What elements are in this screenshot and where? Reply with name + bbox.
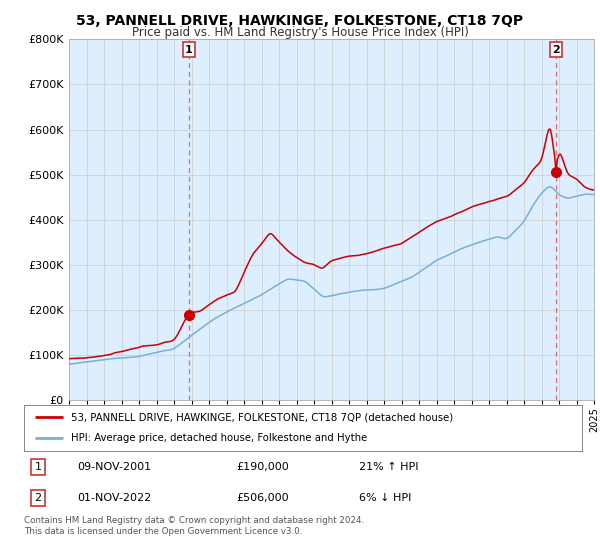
Text: 6% ↓ HPI: 6% ↓ HPI (359, 493, 411, 503)
Text: £190,000: £190,000 (236, 463, 289, 473)
Text: 2: 2 (34, 493, 41, 503)
Text: Price paid vs. HM Land Registry's House Price Index (HPI): Price paid vs. HM Land Registry's House … (131, 26, 469, 39)
Text: 53, PANNELL DRIVE, HAWKINGE, FOLKESTONE, CT18 7QP: 53, PANNELL DRIVE, HAWKINGE, FOLKESTONE,… (76, 14, 524, 28)
Text: Contains HM Land Registry data © Crown copyright and database right 2024.
This d: Contains HM Land Registry data © Crown c… (24, 516, 364, 536)
Text: 09-NOV-2001: 09-NOV-2001 (77, 463, 151, 473)
Text: 21% ↑ HPI: 21% ↑ HPI (359, 463, 418, 473)
Text: HPI: Average price, detached house, Folkestone and Hythe: HPI: Average price, detached house, Folk… (71, 433, 368, 444)
Text: 01-NOV-2022: 01-NOV-2022 (77, 493, 151, 503)
Text: 1: 1 (185, 45, 193, 55)
Text: 53, PANNELL DRIVE, HAWKINGE, FOLKESTONE, CT18 7QP (detached house): 53, PANNELL DRIVE, HAWKINGE, FOLKESTONE,… (71, 412, 454, 422)
Text: £506,000: £506,000 (236, 493, 289, 503)
Text: 2: 2 (552, 45, 560, 55)
Text: 1: 1 (34, 463, 41, 473)
